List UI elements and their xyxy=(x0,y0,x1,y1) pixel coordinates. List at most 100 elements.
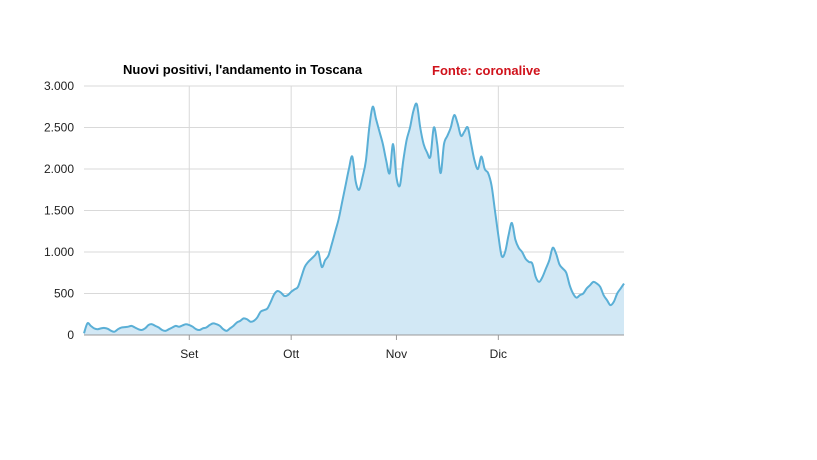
chart-source: Fonte: coronalive xyxy=(432,63,541,78)
data-point xyxy=(606,299,608,301)
data-point xyxy=(375,118,377,120)
data-point xyxy=(365,160,367,162)
data-point xyxy=(178,326,180,328)
data-point xyxy=(331,243,333,245)
data-point xyxy=(585,287,587,289)
data-point xyxy=(236,321,238,323)
data-point xyxy=(518,247,520,249)
data-point xyxy=(378,130,380,132)
data-point xyxy=(596,282,598,284)
data-point xyxy=(579,294,581,296)
data-point xyxy=(266,307,268,309)
data-point xyxy=(494,209,496,211)
data-point xyxy=(545,267,547,269)
data-point xyxy=(599,286,601,288)
data-point xyxy=(480,155,482,157)
data-point xyxy=(409,126,411,128)
data-point xyxy=(392,143,394,145)
data-point xyxy=(334,230,336,232)
data-point xyxy=(144,327,146,329)
x-tick-label: Nov xyxy=(386,347,407,361)
data-point xyxy=(327,254,329,256)
data-point xyxy=(239,320,241,322)
y-tick-label: 1.000 xyxy=(44,245,74,259)
data-point xyxy=(572,292,574,294)
data-point xyxy=(100,327,102,329)
data-point xyxy=(453,114,455,116)
data-point xyxy=(280,291,282,293)
data-point xyxy=(439,172,441,174)
data-point xyxy=(497,234,499,236)
data-point xyxy=(477,168,479,170)
data-point xyxy=(555,252,557,254)
data-point xyxy=(137,328,139,330)
data-point xyxy=(348,168,350,170)
data-point xyxy=(161,329,163,331)
data-point xyxy=(531,262,533,264)
data-point xyxy=(113,330,115,332)
data-point xyxy=(521,251,523,253)
y-axis-ticks: 0 500 1.000 1.500 2.000 2.500 3.000 xyxy=(44,79,74,342)
data-point xyxy=(613,301,615,303)
data-point xyxy=(602,294,604,296)
data-point xyxy=(450,126,452,128)
x-axis-ticks: Set Ott Nov Dic xyxy=(180,347,507,361)
data-point xyxy=(304,266,306,268)
data-point xyxy=(371,106,373,108)
data-point xyxy=(283,295,285,297)
data-point xyxy=(205,326,207,328)
plot-area xyxy=(83,102,625,335)
data-point xyxy=(300,276,302,278)
data-point xyxy=(253,320,255,322)
data-point xyxy=(175,325,177,327)
data-point xyxy=(338,218,340,220)
data-point xyxy=(467,126,469,128)
data-point xyxy=(385,160,387,162)
data-point xyxy=(310,257,312,259)
data-point xyxy=(181,324,183,326)
data-point xyxy=(422,143,424,145)
data-point xyxy=(511,222,513,224)
data-point xyxy=(514,238,516,240)
data-point xyxy=(290,291,292,293)
data-point xyxy=(470,143,472,145)
data-point xyxy=(86,322,88,324)
x-tick-label: Ott xyxy=(283,347,300,361)
data-point xyxy=(249,321,251,323)
data-point xyxy=(490,184,492,186)
data-point xyxy=(164,330,166,332)
y-tick-label: 3.000 xyxy=(44,79,74,93)
data-point xyxy=(107,328,109,330)
data-point xyxy=(548,259,550,261)
data-point xyxy=(487,172,489,174)
data-point xyxy=(623,282,625,284)
data-point xyxy=(368,126,370,128)
data-point xyxy=(263,309,265,311)
data-point xyxy=(344,184,346,186)
data-point xyxy=(535,276,537,278)
data-point xyxy=(124,326,126,328)
data-point xyxy=(562,267,564,269)
data-point xyxy=(473,160,475,162)
data-point xyxy=(110,330,112,332)
chart-title: Nuovi positivi, l'andamento in Toscana xyxy=(123,62,363,77)
data-point xyxy=(443,143,445,145)
y-tick-label: 0 xyxy=(67,328,74,342)
data-point xyxy=(225,330,227,332)
data-point xyxy=(399,184,401,186)
series-area-fill xyxy=(84,103,624,335)
data-point xyxy=(191,326,193,328)
data-point xyxy=(83,332,85,334)
data-point xyxy=(341,201,343,203)
data-point xyxy=(405,139,407,141)
data-point xyxy=(242,317,244,319)
data-point xyxy=(297,286,299,288)
data-point xyxy=(154,325,156,327)
data-point xyxy=(103,327,105,329)
data-point xyxy=(433,126,435,128)
axes xyxy=(84,334,624,340)
data-point xyxy=(90,325,92,327)
data-point xyxy=(127,326,129,328)
data-point xyxy=(293,288,295,290)
